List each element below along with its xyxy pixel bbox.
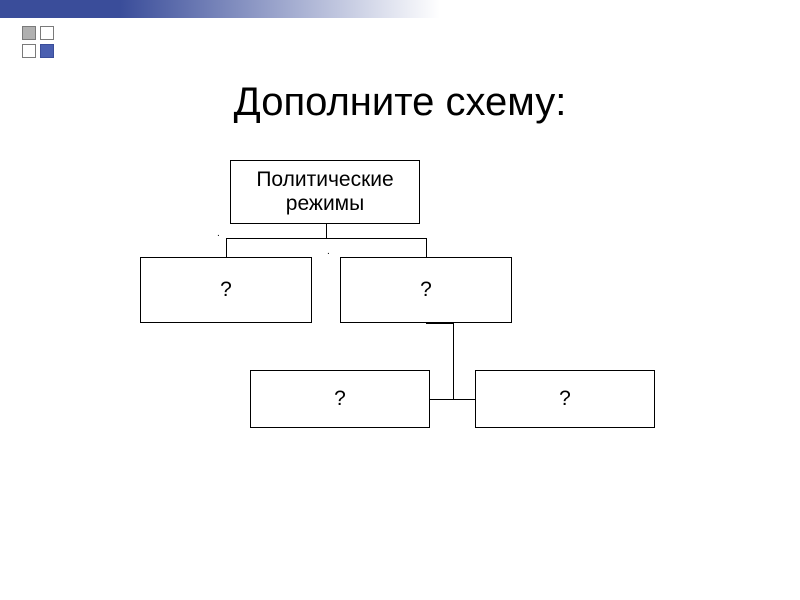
diagram-grandchild-right-node: ? — [475, 370, 655, 428]
stray-dot-2: . — [327, 246, 330, 257]
connector-cr-jog — [426, 323, 453, 324]
header-gradient-bar — [0, 0, 800, 18]
header-square-2 — [40, 26, 54, 40]
connector-cr-stem — [453, 323, 454, 399]
connector-drop-right — [426, 238, 427, 257]
page-title: Дополните схему: — [150, 80, 650, 125]
connector-root-stem — [326, 224, 327, 238]
diagram-grandchild-left-node: ? — [250, 370, 430, 428]
diagram-root-node: Политические режимы — [230, 160, 420, 224]
header-square-3 — [22, 44, 36, 58]
header-square-4 — [40, 44, 54, 58]
connector-drop-left — [226, 238, 227, 257]
diagram-child-left-node: ? — [140, 257, 312, 323]
header-square-1 — [22, 26, 36, 40]
connector-top-hbar — [226, 238, 427, 239]
stray-dot-1: . — [217, 228, 220, 239]
diagram-child-right-node: ? — [340, 257, 512, 323]
connector-bottom-hbar — [430, 399, 475, 400]
